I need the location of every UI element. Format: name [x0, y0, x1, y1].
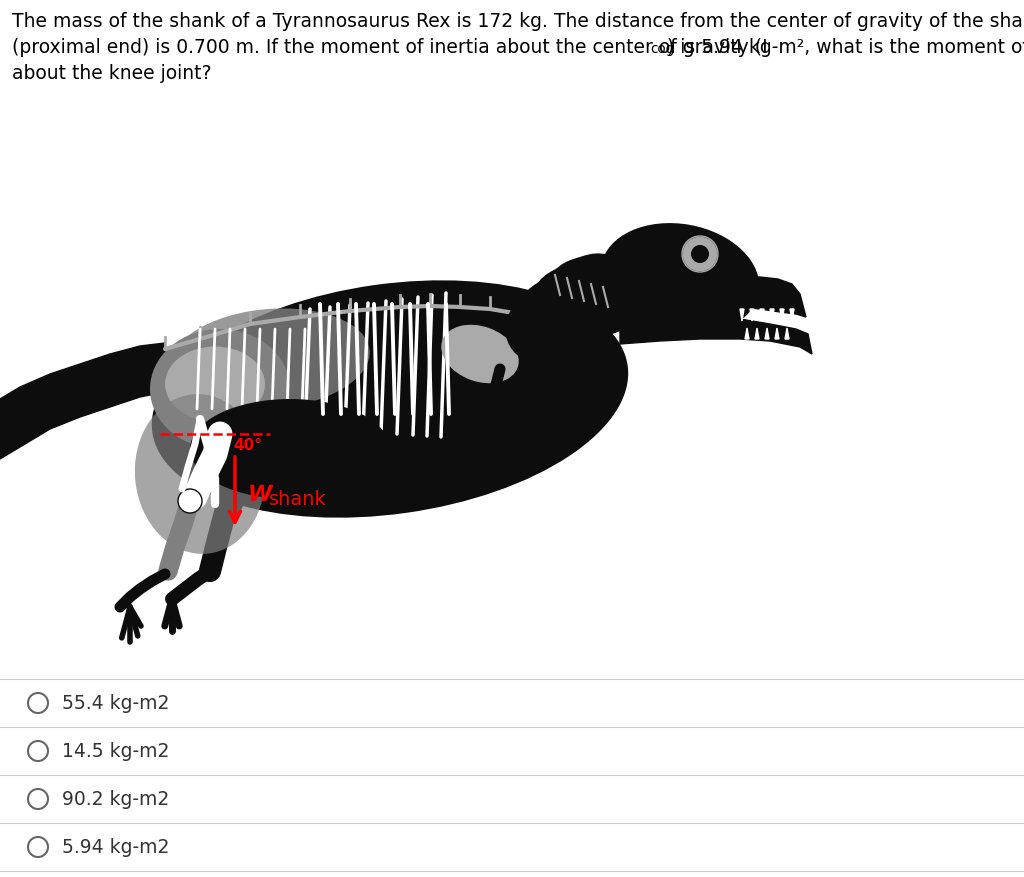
- Polygon shape: [740, 310, 744, 322]
- Ellipse shape: [150, 330, 290, 450]
- Polygon shape: [745, 329, 749, 339]
- Polygon shape: [750, 310, 754, 322]
- Text: (proximal end) is 0.700 m. If the moment of inertia about the center of gravity : (proximal end) is 0.700 m. If the moment…: [12, 38, 768, 57]
- Text: 14.5 kg-m2: 14.5 kg-m2: [62, 742, 169, 760]
- Text: 5.94 kg-m2: 5.94 kg-m2: [62, 838, 169, 857]
- Text: cog: cog: [650, 42, 674, 56]
- Text: ) is 5.94 kg-m², what is the moment of inertia: ) is 5.94 kg-m², what is the moment of i…: [667, 38, 1024, 57]
- Polygon shape: [0, 344, 165, 460]
- Polygon shape: [755, 329, 759, 339]
- Polygon shape: [760, 310, 764, 322]
- Polygon shape: [680, 278, 806, 317]
- Text: W: W: [248, 484, 272, 504]
- Text: 40°: 40°: [233, 438, 262, 453]
- Ellipse shape: [441, 325, 519, 384]
- Polygon shape: [775, 329, 779, 339]
- Polygon shape: [785, 329, 790, 339]
- Ellipse shape: [170, 309, 370, 410]
- Text: about the knee joint?: about the knee joint?: [12, 64, 212, 83]
- Polygon shape: [765, 329, 769, 339]
- Ellipse shape: [152, 281, 628, 518]
- Circle shape: [682, 237, 718, 273]
- Polygon shape: [770, 310, 774, 322]
- Circle shape: [691, 246, 709, 264]
- Ellipse shape: [165, 347, 265, 422]
- Polygon shape: [790, 310, 794, 322]
- Ellipse shape: [135, 395, 265, 554]
- Text: shank: shank: [269, 490, 327, 509]
- Ellipse shape: [601, 224, 760, 336]
- Ellipse shape: [190, 400, 390, 499]
- Text: The mass of the shank of a Tyrannosaurus Rex is 172 kg. The distance from the ce: The mass of the shank of a Tyrannosaurus…: [12, 12, 1024, 31]
- Circle shape: [178, 489, 202, 513]
- Text: 55.4 kg-m2: 55.4 kg-m2: [62, 694, 169, 713]
- Polygon shape: [780, 310, 784, 322]
- Text: 90.2 kg-m2: 90.2 kg-m2: [62, 789, 169, 809]
- Polygon shape: [620, 317, 812, 354]
